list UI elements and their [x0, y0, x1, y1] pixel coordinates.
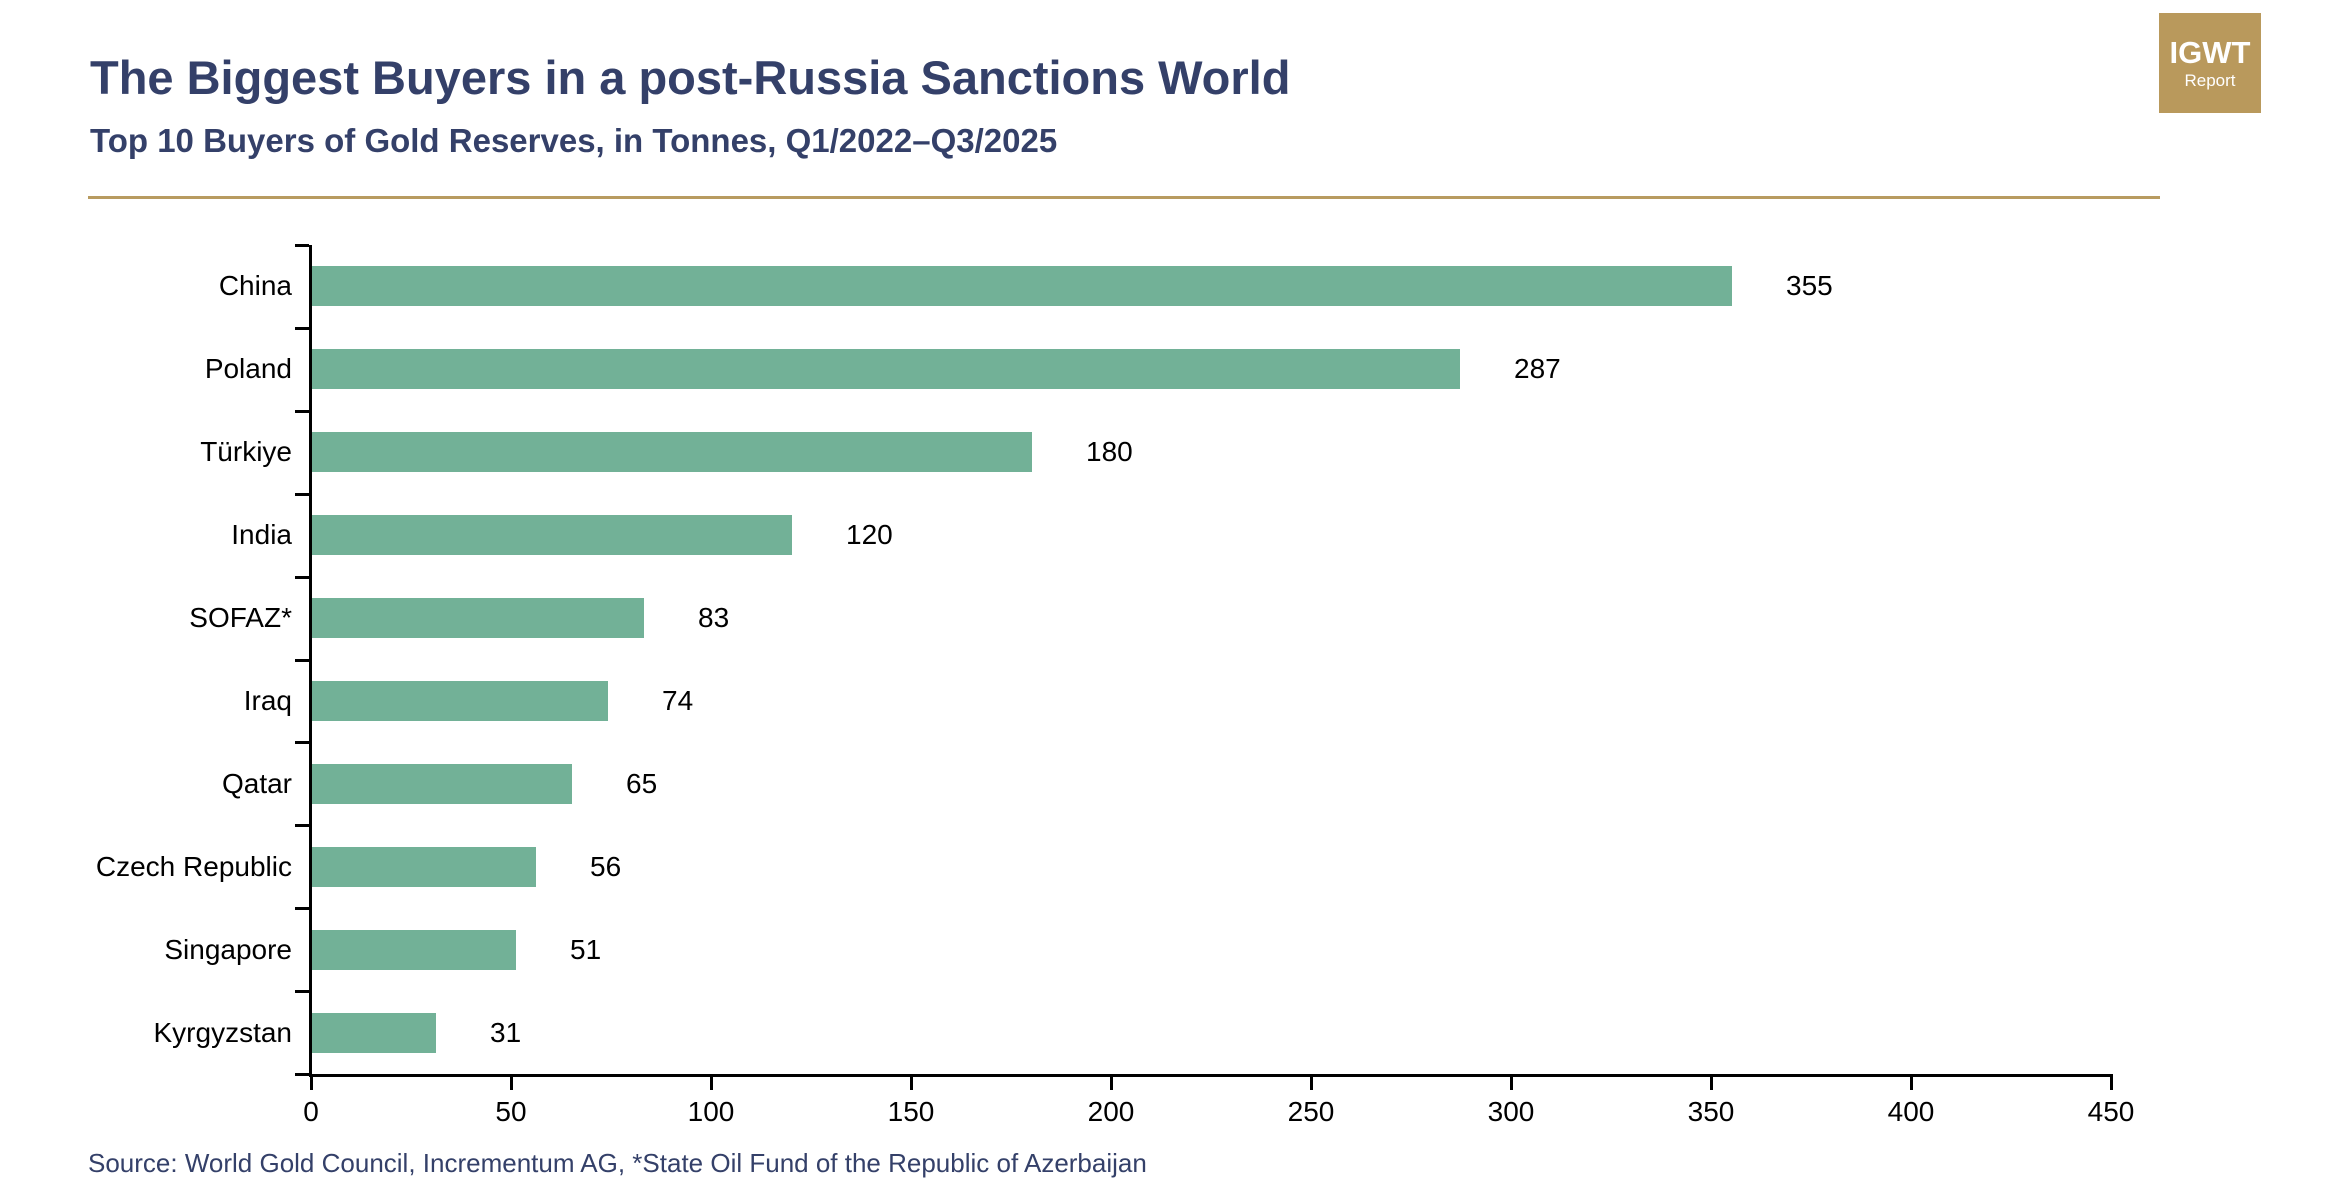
y-tick: [295, 824, 309, 828]
bar: [312, 763, 572, 804]
bar: [312, 680, 608, 721]
logo-text-report: Report: [2184, 71, 2236, 90]
bar: [312, 266, 1732, 307]
x-tick: [910, 1077, 913, 1090]
value-label: 180: [1086, 436, 1133, 468]
x-tick: [710, 1077, 713, 1090]
value-label: 83: [698, 602, 730, 634]
x-tick-label: 0: [303, 1096, 319, 1127]
y-tick: [295, 990, 309, 994]
category-label: Kyrgyzstan: [153, 1016, 293, 1048]
bar: [312, 349, 1460, 390]
y-tick: [295, 409, 309, 413]
logo-text-igwt: IGWT: [2169, 35, 2251, 70]
x-tick: [510, 1077, 513, 1090]
x-tick-label: 150: [887, 1096, 935, 1127]
x-tick-label: 350: [1687, 1096, 1735, 1127]
header-divider: [88, 196, 2160, 199]
x-tick: [1510, 1077, 1513, 1090]
value-label: 120: [846, 519, 893, 551]
bar: [312, 1012, 436, 1053]
x-tick-label: 50: [495, 1096, 527, 1127]
x-tick-label: 250: [1287, 1096, 1335, 1127]
x-tick: [1110, 1077, 1113, 1090]
value-label: 51: [570, 933, 602, 965]
value-label: 56: [590, 850, 622, 882]
y-tick: [295, 326, 309, 330]
x-tick-label: 450: [2087, 1096, 2135, 1127]
y-tick: [295, 658, 309, 662]
x-tick: [1310, 1077, 1313, 1090]
category-label: Poland: [204, 353, 292, 385]
y-tick: [295, 1073, 309, 1076]
x-tick-label: 400: [1887, 1096, 1935, 1127]
category-label: Czech Republic: [95, 850, 292, 882]
y-tick: [295, 907, 309, 911]
source-note: Source: World Gold Council, Incrementum …: [88, 1148, 1147, 1178]
value-label: 31: [490, 1016, 522, 1048]
bar: [312, 432, 1032, 473]
x-tick: [1710, 1077, 1713, 1090]
x-tick-label: 300: [1487, 1096, 1535, 1127]
value-label: 355: [1786, 270, 1833, 302]
category-label: Singapore: [164, 933, 292, 965]
y-axis: [309, 245, 312, 1077]
value-label: 287: [1514, 353, 1561, 385]
category-label: Türkiye: [200, 436, 292, 468]
bar: [312, 515, 792, 556]
y-tick: [295, 575, 309, 579]
igwt-report-logo: IGWT Report: [2159, 13, 2261, 113]
y-tick: [295, 244, 309, 247]
x-tick-label: 100: [687, 1096, 735, 1127]
chart-subtitle: Top 10 Buyers of Gold Reserves, in Tonne…: [90, 122, 1058, 159]
value-label: 65: [626, 767, 658, 799]
bar: [312, 929, 516, 970]
category-label: India: [231, 519, 292, 551]
category-label: SOFAZ*: [189, 602, 292, 634]
category-label: Iraq: [243, 684, 292, 716]
category-label: Qatar: [221, 767, 292, 799]
x-axis: [309, 1074, 2113, 1077]
chart-title: The Biggest Buyers in a post-Russia Sanc…: [90, 51, 1291, 104]
x-tick-label: 200: [1087, 1096, 1135, 1127]
value-label: 74: [662, 684, 694, 716]
x-tick: [310, 1077, 313, 1090]
x-tick: [1910, 1077, 1913, 1090]
x-tick: [2110, 1077, 2113, 1090]
category-label: China: [218, 270, 292, 302]
y-tick: [295, 741, 309, 745]
bar: [312, 846, 536, 887]
bar: [312, 598, 644, 639]
y-tick: [295, 492, 309, 496]
